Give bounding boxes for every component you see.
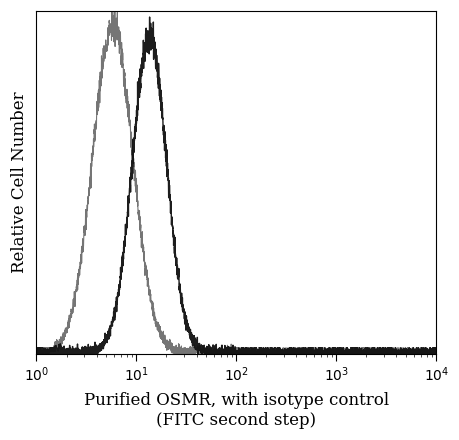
X-axis label: Purified OSMR, with isotype control
(FITC second step): Purified OSMR, with isotype control (FIT… [84,392,388,429]
Y-axis label: Relative Cell Number: Relative Cell Number [11,92,28,274]
